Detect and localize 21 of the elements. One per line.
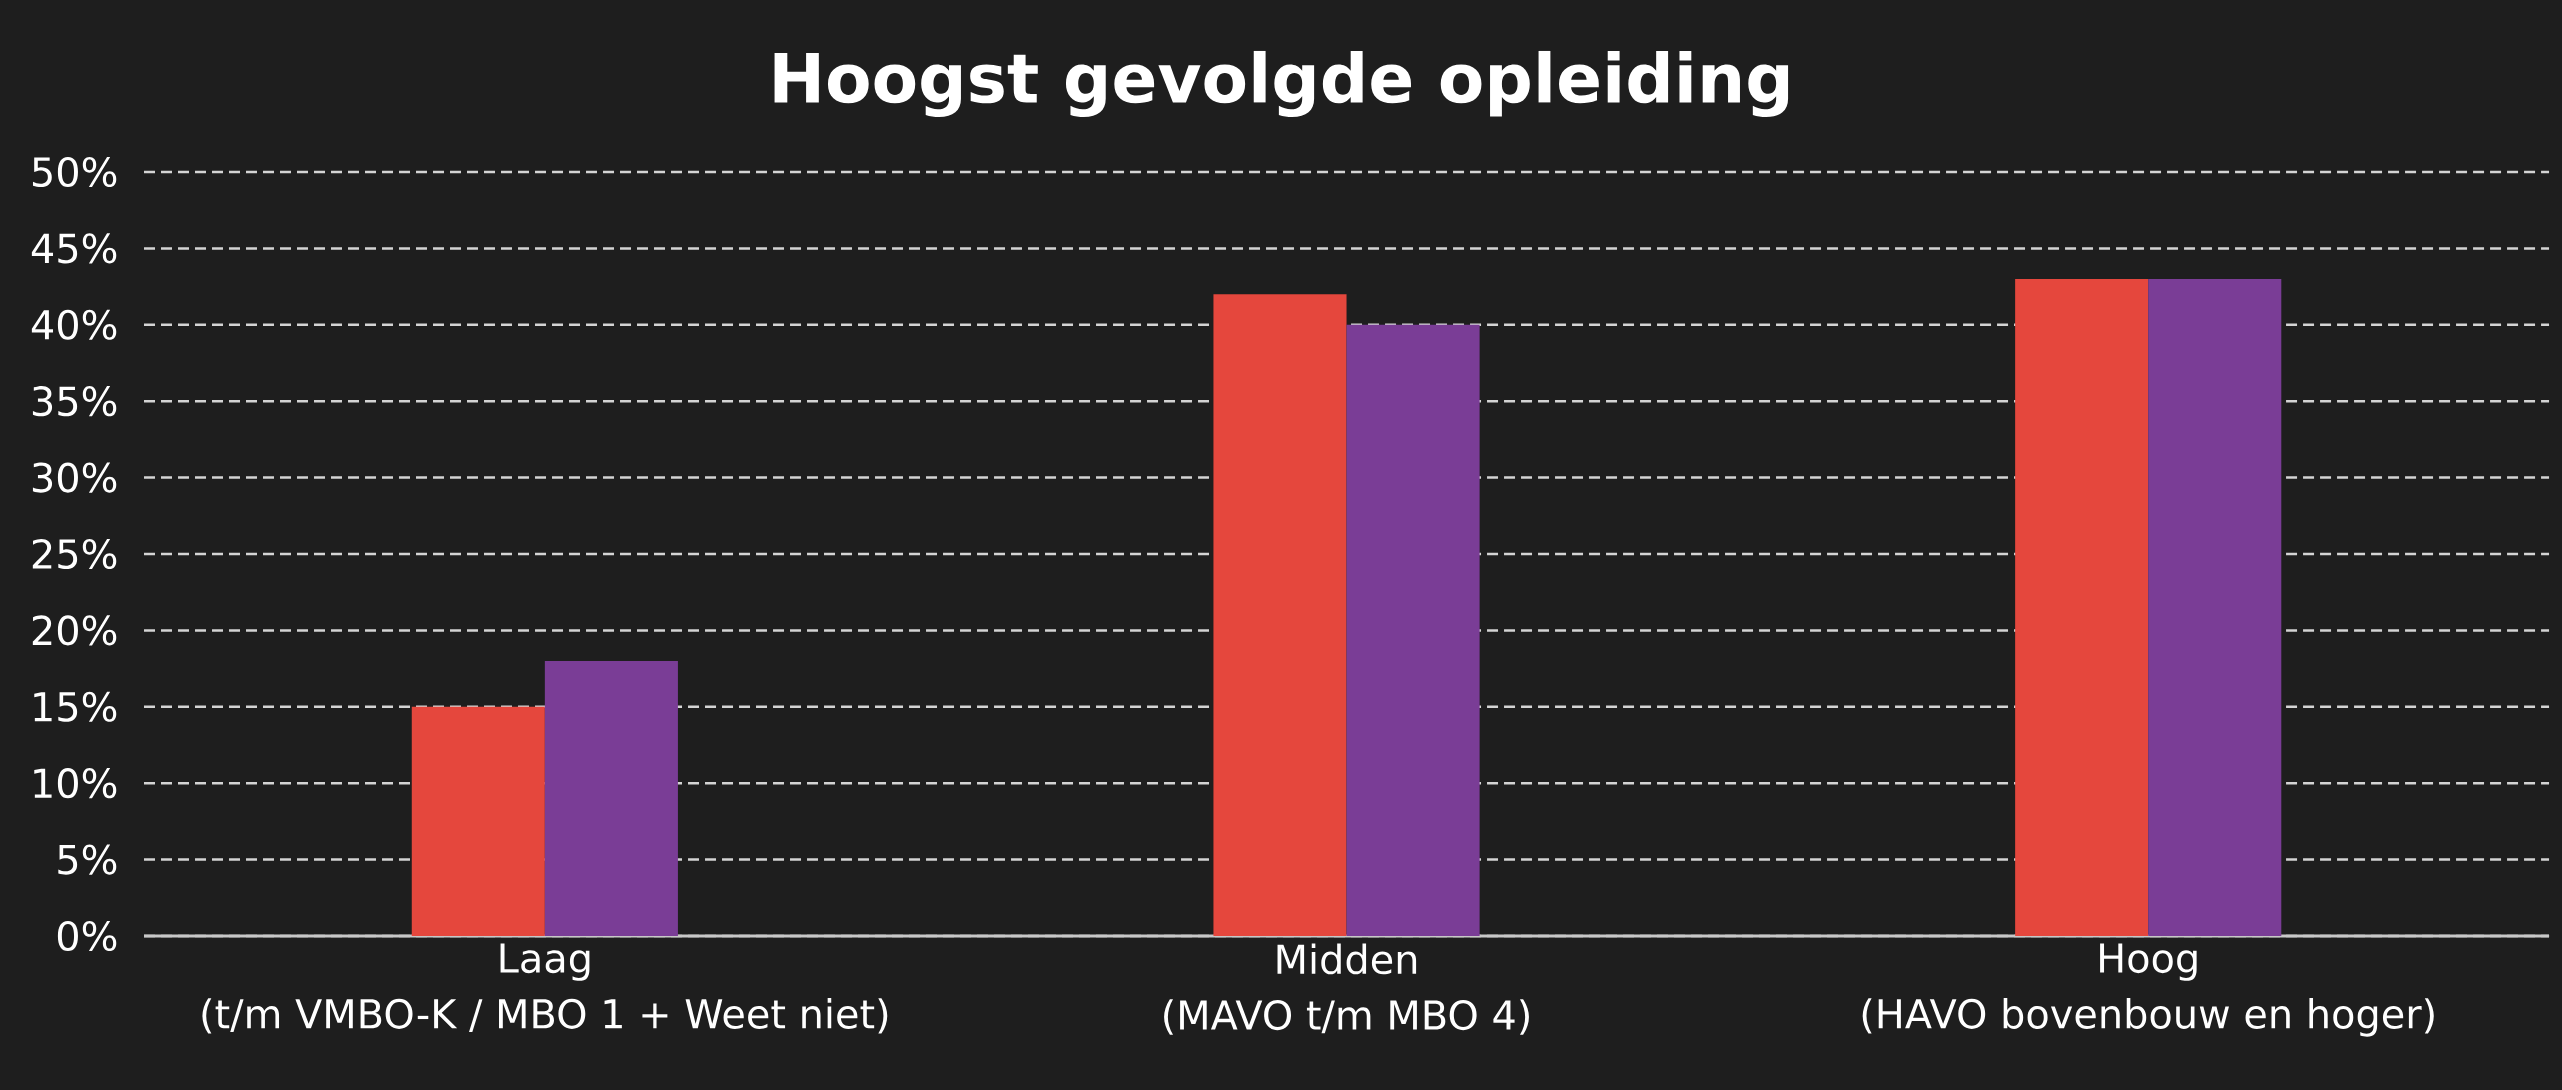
x-tick-label: Midden (MAVO t/m MBO 4) xyxy=(1164,943,1529,1035)
y-tick-label: 5% xyxy=(58,844,117,875)
bar xyxy=(2148,278,2282,936)
bar xyxy=(1213,294,1347,936)
bar xyxy=(411,706,545,936)
y-tick-label: 35% xyxy=(32,386,117,417)
bar xyxy=(2015,278,2149,936)
y-tick-label: 30% xyxy=(32,462,117,493)
y-tick-label: 10% xyxy=(34,768,117,799)
x-tick-label: Hoog (HAVO bovenbouw en hoger) xyxy=(1862,943,2434,1037)
y-tick-label: 50% xyxy=(32,156,117,188)
y-tick-label: 20% xyxy=(32,615,117,646)
y-tick-label: 25% xyxy=(32,538,117,570)
bar xyxy=(1346,324,1480,936)
bar xyxy=(544,660,678,936)
chart-title: Hoogst gevolgde opleiding xyxy=(774,50,1789,118)
y-tick-label: 0% xyxy=(57,920,117,952)
x-tick-label: Laag (t/m VMBO-K / MBO 1 + Weet niet) xyxy=(202,943,888,1034)
y-tick-label: 40% xyxy=(31,309,117,340)
y-tick-label: 45% xyxy=(31,233,117,264)
y-tick-label: 15% xyxy=(34,691,117,722)
